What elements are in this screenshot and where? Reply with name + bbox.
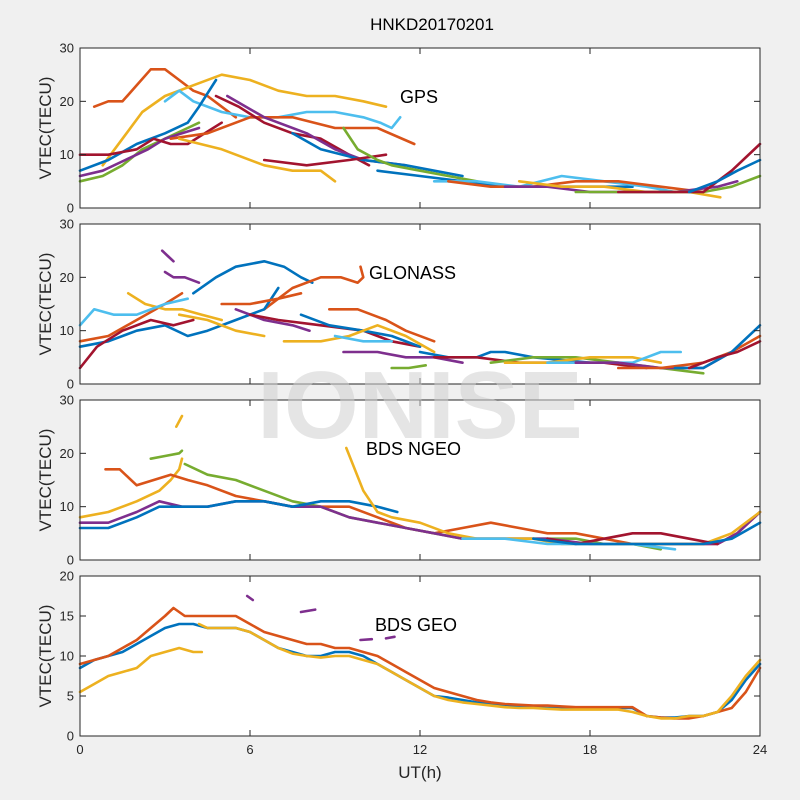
y-tick-label: 30 (60, 41, 74, 56)
y-tick-label: 10 (60, 499, 74, 514)
x-tick-label: 18 (583, 742, 597, 757)
series-line-21 (687, 158, 762, 194)
series-line-4 (245, 594, 255, 602)
y-tick-label: 20 (60, 569, 74, 584)
y-axis-label: VTEC(TECU) (36, 605, 55, 708)
series-group (78, 594, 762, 720)
panel-annotation: GLONASS (369, 263, 456, 283)
y-axis-label: VTEC(TECU) (36, 253, 55, 356)
series-line-2 (197, 622, 762, 720)
y-tick-label: 10 (60, 649, 74, 664)
x-tick-label: 12 (413, 742, 427, 757)
series-line-5 (299, 608, 317, 614)
panel-1: 0 10 20 30 VTEC(TECU) GLONASS (36, 217, 762, 392)
x-tick-label: 24 (753, 742, 767, 757)
plot-area (80, 48, 760, 208)
series-line-5 (78, 126, 201, 178)
series-line-16 (447, 180, 705, 194)
series-line-8 (78, 318, 195, 370)
watermark: IONISE (257, 352, 582, 459)
y-tick-label: 0 (67, 729, 74, 744)
series-line-18 (390, 364, 427, 370)
panel-annotation: BDS NGEO (366, 439, 461, 459)
y-tick-label: 30 (60, 217, 74, 232)
series-line-6 (78, 500, 399, 530)
y-tick-label: 0 (67, 201, 74, 216)
y-tick-label: 10 (60, 323, 74, 338)
x-tick-label: 6 (246, 742, 253, 757)
series-line-15 (432, 174, 677, 194)
series-line-11 (220, 292, 303, 306)
panel-annotation: BDS GEO (375, 615, 457, 635)
y-tick-label: 10 (60, 147, 74, 162)
y-tick-label: 15 (60, 609, 74, 624)
panel-2: 0 10 20 30 VTEC(TECU) BDS NGEO (36, 393, 762, 568)
series-line-1 (149, 449, 184, 460)
y-tick-label: 20 (60, 270, 74, 285)
figure-title: HNKD20170201 (370, 15, 494, 34)
series-line-7 (384, 635, 396, 640)
series-line-1 (101, 73, 388, 167)
series-line-4 (78, 286, 280, 348)
series-line-15 (282, 324, 436, 354)
series-line-9 (177, 313, 266, 338)
series-line-3 (78, 646, 204, 694)
y-tick-label: 5 (67, 689, 74, 704)
series-group (78, 414, 762, 551)
series-group (78, 68, 762, 199)
series-line-2 (163, 89, 402, 130)
x-axis-label: UT(h) (398, 763, 441, 782)
y-tick-label: 0 (67, 377, 74, 392)
x-tick-label: 0 (76, 742, 83, 757)
y-tick-label: 20 (60, 446, 74, 461)
plot-area (80, 576, 760, 736)
series-line-6 (359, 637, 374, 642)
series-line-2 (78, 457, 184, 519)
panel-0: 0 10 20 30 VTEC(TECU) GPS (36, 41, 762, 216)
y-axis-label: VTEC(TECU) (36, 429, 55, 532)
series-line-4 (78, 121, 201, 183)
series-line-3 (160, 249, 175, 263)
y-tick-label: 0 (67, 553, 74, 568)
series-line-5 (78, 292, 184, 343)
y-axis-label: VTEC(TECU) (36, 77, 55, 180)
series-line-16 (333, 334, 393, 343)
series-line-3 (78, 78, 218, 172)
series-line-11 (177, 137, 337, 183)
series-line-10 (532, 521, 762, 546)
series-line-14 (328, 308, 436, 343)
y-tick-label: 20 (60, 94, 74, 109)
series-line-7 (169, 116, 416, 146)
panel-annotation: GPS (400, 87, 438, 107)
series-line-17 (342, 350, 464, 364)
series-line-13 (342, 126, 478, 183)
y-tick-label: 30 (60, 393, 74, 408)
series-line-20 (617, 142, 762, 194)
series-line-27 (687, 340, 762, 370)
series-line-0 (92, 68, 238, 119)
panel-3: 0 5 10 15 20 0 6 12 18 24 VTEC(TECU) BDS GEO UT(h) (36, 569, 767, 783)
series-line-7 (78, 297, 189, 327)
series-line-1 (262, 265, 365, 311)
series-line-2 (163, 270, 201, 284)
series-line-0 (175, 414, 184, 428)
series-line-6 (126, 292, 223, 322)
series-group (78, 249, 762, 375)
series-line-0 (192, 260, 314, 295)
series-line-12 (262, 153, 388, 167)
